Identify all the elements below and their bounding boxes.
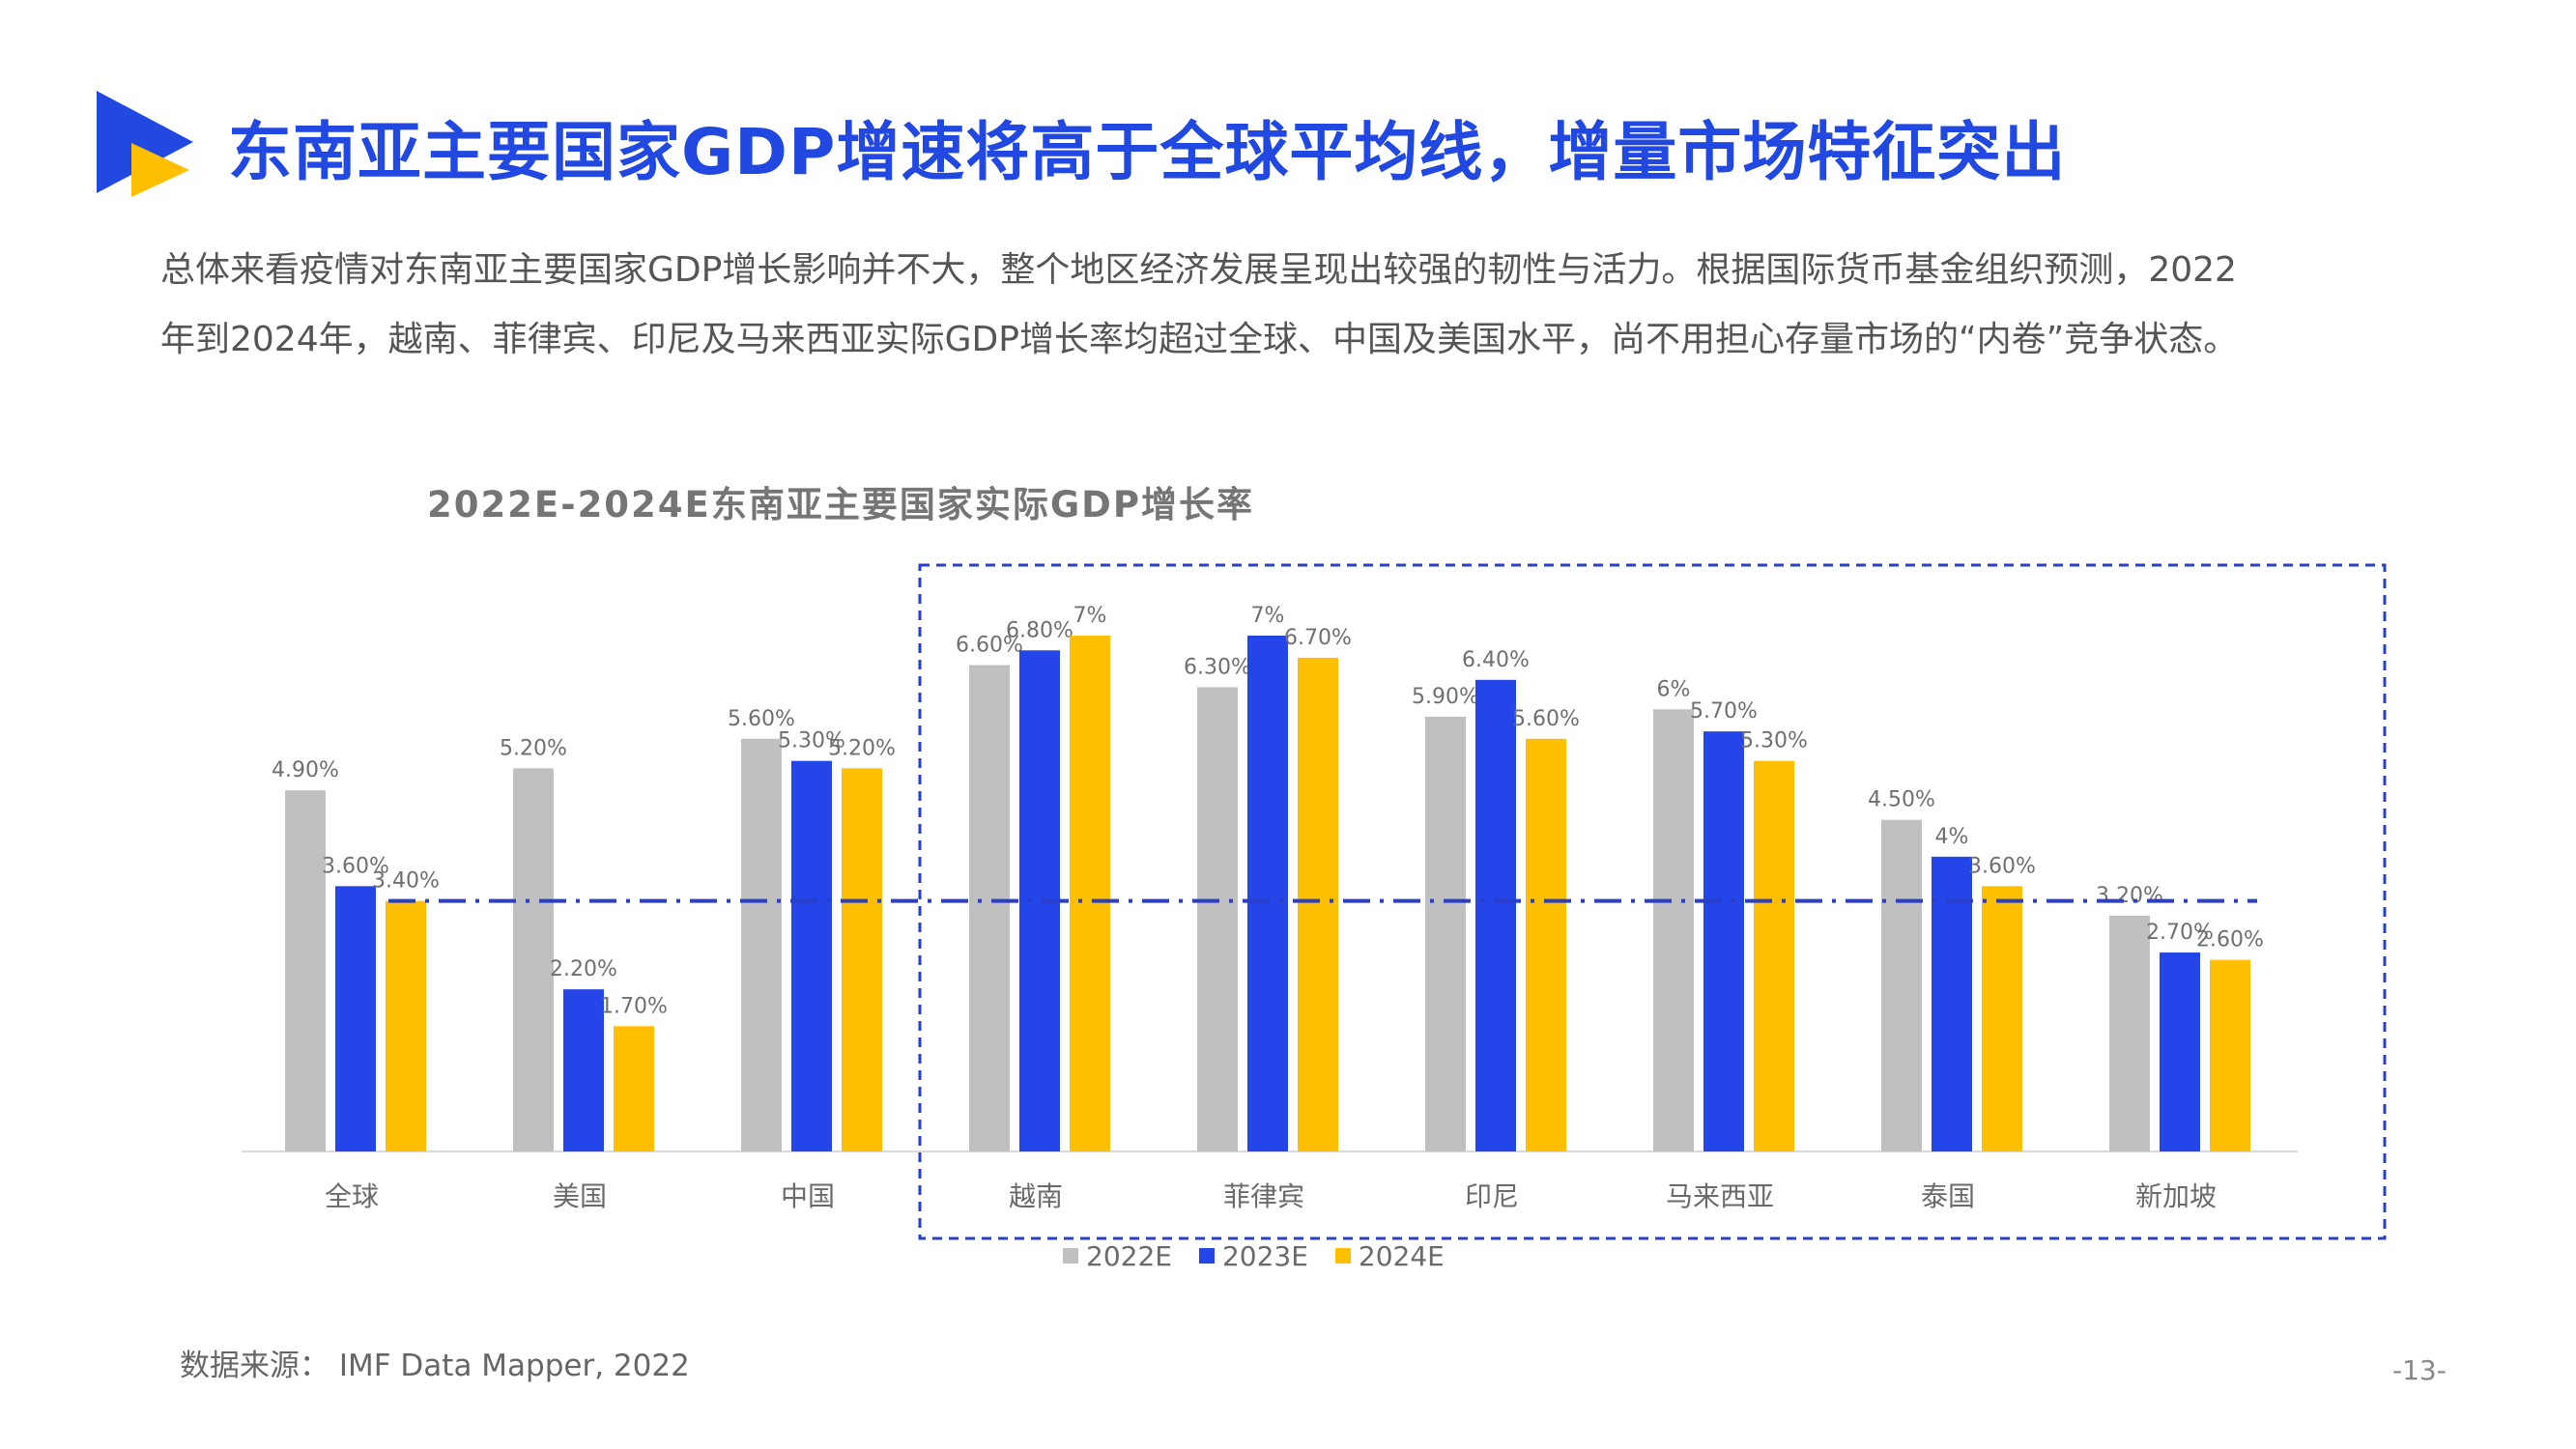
- legend-label-2023: 2023E: [1221, 1239, 1308, 1272]
- bar-2023E-马来西亚: [1703, 731, 1744, 1151]
- legend-swatch-2022: [1063, 1248, 1078, 1264]
- bar-2023E-印尼: [1475, 679, 1516, 1151]
- bar-2022E-泰国: [1881, 819, 1922, 1151]
- bar-2024E-越南: [1070, 636, 1110, 1151]
- legend-item-2022: 2022E: [1063, 1240, 1172, 1272]
- chart-title: 2022E-2024E东南亚主要国家实际GDP增长率: [426, 484, 1255, 526]
- category-label-美国: 美国: [553, 1180, 607, 1212]
- bar-2024E-全球: [386, 900, 426, 1151]
- data-label-2024E-菲律宾: 6.70%: [1284, 626, 1352, 650]
- bar-2024E-泰国: [1982, 886, 2022, 1151]
- bar-2023E-泰国: [1932, 856, 1972, 1151]
- data-label-2022E-新加坡: 3.20%: [2096, 884, 2163, 908]
- data-label-2024E-美国: 1.70%: [600, 994, 668, 1018]
- brand-logo-icon: [97, 91, 193, 197]
- data-label-2022E-美国: 5.20%: [500, 736, 567, 760]
- data-label-2023E-菲律宾: 7%: [1251, 604, 1285, 628]
- data-label-2024E-泰国: 3.60%: [1968, 854, 2036, 878]
- data-label-2022E-马来西亚: 6%: [1657, 677, 1691, 701]
- data-label-2023E-美国: 2.20%: [550, 957, 617, 981]
- data-label-2022E-泰国: 4.50%: [1868, 788, 1935, 812]
- bar-2022E-马来西亚: [1653, 709, 1694, 1151]
- category-label-中国: 中国: [781, 1180, 835, 1212]
- data-label-2024E-马来西亚: 5.30%: [1740, 729, 1808, 753]
- data-label-2022E-越南: 6.60%: [956, 634, 1023, 658]
- data-label-2023E-泰国: 4%: [1935, 825, 1969, 849]
- category-label-越南: 越南: [1009, 1180, 1063, 1212]
- bar-2022E-新加坡: [2109, 915, 2150, 1151]
- bar-2022E-中国: [741, 738, 782, 1151]
- legend-swatch-2023: [1198, 1248, 1215, 1264]
- intro-paragraph: 总体来看疫情对东南亚主要国家GDP增长影响并不大，整个地区经济发展呈现出较强的韧…: [160, 236, 2479, 375]
- data-label-2024E-越南: 7%: [1073, 604, 1107, 628]
- legend-swatch-2024: [1334, 1248, 1351, 1264]
- category-label-泰国: 泰国: [1921, 1180, 1975, 1212]
- legend-label-2022: 2022E: [1086, 1239, 1172, 1272]
- category-label-菲律宾: 菲律宾: [1223, 1180, 1304, 1212]
- category-label-印尼: 印尼: [1465, 1180, 1519, 1212]
- bar-2023E-中国: [791, 760, 832, 1151]
- intro-line-2: 年到2024年，越南、菲律宾、印尼及马来西亚实际GDP增长率均超过全球、中国及美…: [160, 320, 2239, 359]
- southeast-asia-highlight-box: [918, 563, 2387, 1240]
- bar-2023E-菲律宾: [1247, 636, 1288, 1151]
- data-label-2024E-新加坡: 2.60%: [2196, 928, 2264, 952]
- data-label-2023E-全球: 3.60%: [322, 854, 389, 878]
- data-label-2022E-菲律宾: 6.30%: [1184, 655, 1251, 679]
- page-title: 东南亚主要国家GDP增速将高于全球平均线，增量市场特征突出: [228, 115, 2067, 189]
- intro-line-1: 总体来看疫情对东南亚主要国家GDP增长影响并不大，整个地区经济发展呈现出较强的韧…: [160, 250, 2237, 290]
- legend-label-2024: 2024E: [1358, 1239, 1445, 1272]
- category-label-新加坡: 新加坡: [2135, 1180, 2217, 1212]
- bar-2024E-印尼: [1526, 738, 1566, 1151]
- logo-blue-triangle: [97, 91, 193, 193]
- bar-2024E-美国: [614, 1026, 654, 1151]
- data-label-2023E-新加坡: 2.70%: [2146, 921, 2214, 945]
- category-label-全球: 全球: [325, 1180, 379, 1212]
- data-label-2022E-印尼: 5.90%: [1412, 685, 1479, 709]
- bar-2022E-美国: [513, 768, 554, 1151]
- data-label-2023E-中国: 5.30%: [778, 729, 845, 753]
- bar-2023E-全球: [335, 886, 376, 1151]
- bar-2023E-新加坡: [2160, 952, 2200, 1151]
- bar-2022E-菲律宾: [1197, 687, 1238, 1151]
- bar-2022E-印尼: [1425, 716, 1466, 1151]
- legend-item-2023: 2023E: [1198, 1239, 1308, 1272]
- data-label-2023E-越南: 6.80%: [1006, 618, 1073, 642]
- data-label-2023E-印尼: 6.40%: [1462, 648, 1530, 672]
- bar-2022E-全球: [285, 790, 326, 1151]
- page-number: -13-: [2392, 1354, 2447, 1386]
- bar-2024E-新加坡: [2210, 959, 2250, 1151]
- legend-item-2024: 2024E: [1334, 1239, 1445, 1272]
- data-label-2022E-中国: 5.60%: [728, 707, 795, 731]
- bar-2022E-越南: [969, 665, 1010, 1151]
- logo-yellow-triangle: [131, 143, 189, 197]
- data-label-2024E-中国: 5.20%: [828, 736, 896, 760]
- chart-legend: 2022E 2023E 2024E: [1063, 1236, 1445, 1275]
- data-label-2024E-印尼: 5.60%: [1512, 707, 1580, 731]
- data-label-2024E-全球: 3.40%: [372, 869, 440, 894]
- data-source-note: 数据来源： IMF Data Mapper, 2022: [180, 1349, 690, 1383]
- bar-2023E-美国: [563, 989, 604, 1151]
- bar-2024E-菲律宾: [1298, 657, 1338, 1151]
- category-label-马来西亚: 马来西亚: [1666, 1180, 1774, 1212]
- bar-2024E-马来西亚: [1754, 760, 1794, 1151]
- data-label-2022E-全球: 4.90%: [272, 758, 339, 782]
- bar-2024E-中国: [842, 768, 882, 1151]
- data-label-2023E-马来西亚: 5.70%: [1690, 699, 1758, 724]
